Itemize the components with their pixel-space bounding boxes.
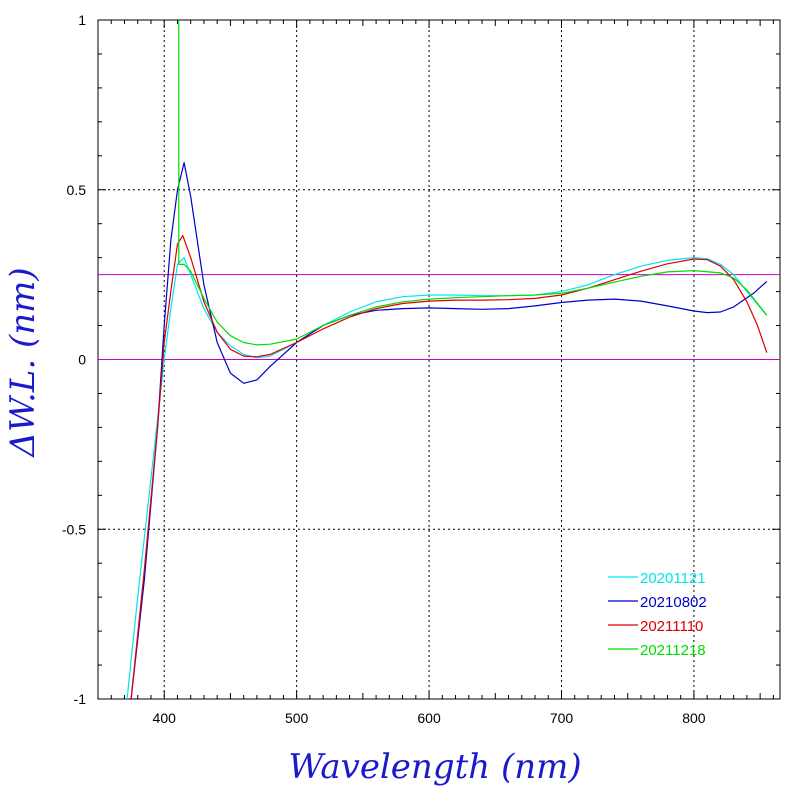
series-line-20211218 xyxy=(178,20,768,346)
x-tick-label: 700 xyxy=(550,710,574,726)
x-tick-label: 800 xyxy=(682,710,706,726)
y-axis-title: ΔW.L. (nm) xyxy=(3,267,43,458)
series-line-20210802 xyxy=(130,162,768,699)
legend-label: 20211218 xyxy=(640,642,706,659)
y-tick-label: 0 xyxy=(78,352,86,368)
legend: 20201121 20210802 20211110 20211218 xyxy=(608,570,707,659)
series-line-20201121 xyxy=(126,257,768,699)
axis-ticks: 400 500 600 700 800 -1 -0.5 0 0.5 1 xyxy=(62,12,780,726)
y-tick-label: -1 xyxy=(74,691,87,707)
y-tick-label: 1 xyxy=(78,12,86,28)
y-tick-label: 0.5 xyxy=(67,182,87,198)
x-tick-label: 400 xyxy=(153,710,177,726)
legend-label: 20210802 xyxy=(640,594,707,611)
legend-label: 20211110 xyxy=(640,618,703,635)
x-tick-label: 500 xyxy=(285,710,309,726)
legend-label: 20201121 xyxy=(640,570,706,587)
x-tick-label: 600 xyxy=(417,710,441,726)
x-axis-title: Wavelength (nm) xyxy=(288,747,581,787)
series-lines xyxy=(126,20,768,699)
reference-lines xyxy=(98,274,780,360)
y-tick-label: -0.5 xyxy=(62,521,86,537)
series-line-20211110 xyxy=(130,235,768,699)
